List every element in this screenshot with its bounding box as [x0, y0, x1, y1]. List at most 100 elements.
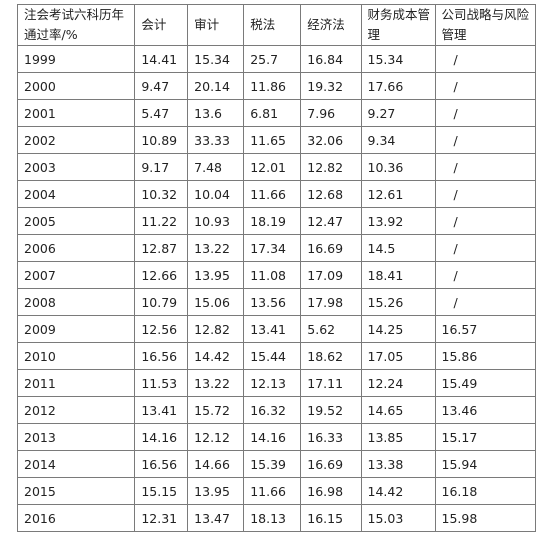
cell-strategy-risk-management: /: [434, 261, 537, 289]
cell-tax-law: 12.13: [243, 369, 302, 397]
cell-year: 2010: [16, 342, 136, 370]
header-cell-audit: 审计: [187, 4, 245, 46]
cell-tax-law: 13.41: [243, 315, 302, 343]
cell-financial-cost-management: 12.24: [360, 369, 436, 397]
table-row: 2006 12.87 13.22 17.34 16.69 14.5/: [16, 234, 537, 262]
cell-economic-law: 16.33: [300, 423, 362, 451]
table-row: 2001 5.47 13.6 6.81 7.96 9.27/: [16, 99, 537, 127]
table-row: 2002 10.89 33.33 11.65 32.06 9.34/: [16, 126, 537, 154]
cell-financial-cost-management: 9.34: [360, 126, 436, 154]
table-header: 注会考试六科历年通过率/% 会计 审计 税法 经济法 财务成本管理 公司战略与风…: [16, 4, 537, 46]
cell-audit: 20.14: [187, 72, 245, 100]
cell-financial-cost-management: 13.85: [360, 423, 436, 451]
cell-audit: 13.22: [187, 369, 245, 397]
cell-financial-cost-management: 18.41: [360, 261, 436, 289]
header-cell-tax-law: 税法: [243, 4, 302, 46]
cell-strategy-risk-management: 15.94: [434, 450, 537, 478]
cell-tax-law: 15.44: [243, 342, 302, 370]
cell-audit: 13.47: [187, 504, 245, 532]
cell-strategy-risk-management: 16.57: [434, 315, 537, 343]
cell-audit: 15.06: [187, 288, 245, 316]
cell-financial-cost-management: 14.65: [360, 396, 436, 424]
cell-strategy-risk-management: /: [434, 180, 537, 208]
cell-economic-law: 16.69: [300, 234, 362, 262]
cell-financial-cost-management: 14.5: [360, 234, 436, 262]
cell-audit: 12.82: [187, 315, 245, 343]
cell-economic-law: 19.52: [300, 396, 362, 424]
cell-year: 2016: [16, 504, 136, 532]
header-cell-strategy-risk-management: 公司战略与风险管理: [434, 4, 537, 46]
cell-financial-cost-management: 13.92: [360, 207, 436, 235]
cell-economic-law: 16.69: [300, 450, 362, 478]
cell-economic-law: 5.62: [300, 315, 362, 343]
cell-audit: 14.66: [187, 450, 245, 478]
cell-year: 2015: [16, 477, 136, 505]
pass-rate-table-container: 注会考试六科历年通过率/% 会计 审计 税法 经济法 财务成本管理 公司战略与风…: [16, 4, 537, 532]
cell-strategy-risk-management: 16.18: [434, 477, 537, 505]
cell-strategy-risk-management: /: [434, 153, 537, 181]
cell-tax-law: 25.7: [243, 45, 302, 73]
cell-accounting: 14.41: [134, 45, 189, 73]
cell-year: 2008: [16, 288, 136, 316]
cell-economic-law: 17.09: [300, 261, 362, 289]
cell-financial-cost-management: 10.36: [360, 153, 436, 181]
cell-financial-cost-management: 13.38: [360, 450, 436, 478]
cell-accounting: 12.31: [134, 504, 189, 532]
cell-tax-law: 17.34: [243, 234, 302, 262]
cell-financial-cost-management: 12.61: [360, 180, 436, 208]
table-row: 2015 15.15 13.95 11.66 16.98 14.42 16.18: [16, 477, 537, 505]
cell-year: 2011: [16, 369, 136, 397]
cell-audit: 10.04: [187, 180, 245, 208]
table-body: 1999 14.41 15.34 25.7 16.84 15.34/2000 9.47 20.…: [16, 45, 537, 532]
cell-audit: 33.33: [187, 126, 245, 154]
cell-economic-law: 12.47: [300, 207, 362, 235]
cell-audit: 10.93: [187, 207, 245, 235]
cell-strategy-risk-management: 15.17: [434, 423, 537, 451]
cell-year: 2005: [16, 207, 136, 235]
header-cell-financial-cost-management: 财务成本管理: [360, 4, 436, 46]
cell-accounting: 12.66: [134, 261, 189, 289]
cell-financial-cost-management: 14.42: [360, 477, 436, 505]
table-row: 2013 14.16 12.12 14.16 16.33 13.85 15.17: [16, 423, 537, 451]
cell-strategy-risk-management: /: [434, 72, 537, 100]
table-row: 1999 14.41 15.34 25.7 16.84 15.34/: [16, 45, 537, 73]
cell-accounting: 9.47: [134, 72, 189, 100]
cell-economic-law: 16.98: [300, 477, 362, 505]
cell-year: 2003: [16, 153, 136, 181]
cell-strategy-risk-management: 15.86: [434, 342, 537, 370]
cell-tax-law: 13.56: [243, 288, 302, 316]
cell-economic-law: 12.68: [300, 180, 362, 208]
cell-economic-law: 32.06: [300, 126, 362, 154]
cell-year: 2007: [16, 261, 136, 289]
cell-accounting: 14.16: [134, 423, 189, 451]
table-row: 2011 11.53 13.22 12.13 17.11 12.24 15.49: [16, 369, 537, 397]
cell-strategy-risk-management: 13.46: [434, 396, 537, 424]
cell-strategy-risk-management: 15.49: [434, 369, 537, 397]
cell-economic-law: 19.32: [300, 72, 362, 100]
table-row: 2010 16.56 14.42 15.44 18.62 17.05 15.86: [16, 342, 537, 370]
cell-tax-law: 11.86: [243, 72, 302, 100]
cell-economic-law: 7.96: [300, 99, 362, 127]
header-cell-accounting: 会计: [134, 4, 189, 46]
cell-strategy-risk-management: 15.98: [434, 504, 537, 532]
cell-financial-cost-management: 15.26: [360, 288, 436, 316]
cell-year: 2001: [16, 99, 136, 127]
cell-economic-law: 18.62: [300, 342, 362, 370]
cell-accounting: 10.79: [134, 288, 189, 316]
cell-strategy-risk-management: /: [434, 207, 537, 235]
cell-tax-law: 11.66: [243, 180, 302, 208]
cell-year: 2012: [16, 396, 136, 424]
table-row: 2005 11.22 10.93 18.19 12.47 13.92/: [16, 207, 537, 235]
cell-tax-law: 11.08: [243, 261, 302, 289]
table-row: 2004 10.32 10.04 11.66 12.68 12.61/: [16, 180, 537, 208]
cell-accounting: 10.32: [134, 180, 189, 208]
cell-year: 1999: [16, 45, 136, 73]
cell-year: 2002: [16, 126, 136, 154]
header-row: 注会考试六科历年通过率/% 会计 审计 税法 经济法 财务成本管理 公司战略与风…: [16, 4, 537, 46]
cell-accounting: 9.17: [134, 153, 189, 181]
cell-accounting: 12.56: [134, 315, 189, 343]
cell-economic-law: 12.82: [300, 153, 362, 181]
table-row: 2008 10.79 15.06 13.56 17.98 15.26/: [16, 288, 537, 316]
cell-accounting: 5.47: [134, 99, 189, 127]
cell-year: 2000: [16, 72, 136, 100]
